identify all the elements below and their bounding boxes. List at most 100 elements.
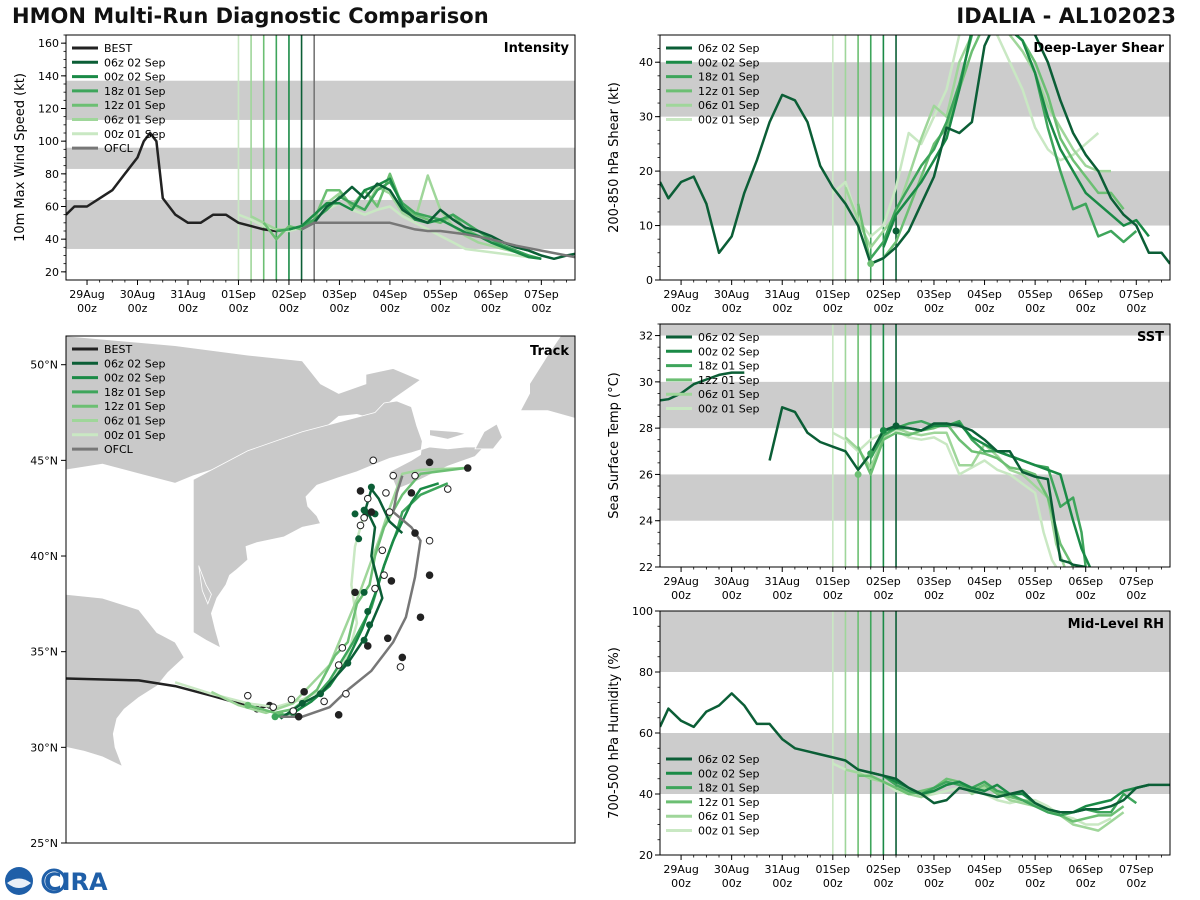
legend-label: 06z 02 Sep (698, 331, 760, 344)
threshold-band (66, 80, 575, 120)
track-time-marker (380, 571, 388, 579)
track-time-marker (407, 489, 416, 497)
plot-background (660, 324, 1170, 567)
init-point-marker (892, 227, 900, 235)
x-tick-hour: 00z (722, 877, 742, 890)
legend-label: 00z 01 Sep (698, 114, 760, 127)
x-tick-date: 06Sep (474, 288, 509, 301)
track-time-marker (289, 707, 298, 715)
y-tick-label: 20 (45, 266, 59, 279)
track-point (360, 588, 368, 596)
x-tick-date: 31Aug (764, 863, 799, 876)
legend-label: 18z 01 Sep (698, 782, 760, 795)
legend-label: 00z 01 Sep (698, 825, 760, 838)
track-point (344, 659, 352, 667)
x-tick-date: 06Sep (1068, 863, 1103, 876)
x-tick-hour: 00z (924, 589, 944, 602)
y-tick-label: 26 (639, 468, 653, 481)
legend-label: 00z 01 Sep (104, 429, 166, 442)
x-tick-hour: 00z (823, 877, 843, 890)
x-tick-hour: 00z (279, 302, 299, 315)
track-time-marker (356, 487, 365, 495)
legend-label: 06z 02 Sep (698, 42, 760, 55)
lat-tick-label: 40°N (30, 550, 58, 563)
track-time-marker (416, 613, 425, 622)
x-tick-date: 03Sep (917, 575, 952, 588)
series-line-run_06z02 (301, 182, 575, 261)
panel-title: Intensity (504, 41, 570, 56)
track-time-marker (367, 508, 376, 516)
x-tick-hour: 00z (1025, 589, 1045, 602)
track-time-marker (371, 584, 379, 593)
sst-panel: 22242628303229Aug00z30Aug00z31Aug00z01Se… (607, 323, 1171, 602)
legend-label: 18z 01 Sep (698, 71, 760, 84)
track-time-marker (387, 577, 396, 585)
track-time-marker (300, 688, 308, 696)
legend-label: 06z 01 Sep (104, 415, 166, 428)
lat-tick-label: 45°N (30, 454, 58, 467)
track-time-marker (363, 642, 372, 650)
series-line-run_06z02 (660, 35, 1170, 265)
track-time-marker (356, 521, 365, 530)
x-tick-date: 02Sep (866, 863, 901, 876)
land-polygon (519, 336, 575, 419)
x-tick-date: 03Sep (322, 288, 357, 301)
track-time-marker (334, 661, 343, 669)
cira-logo: CIRA (5, 867, 108, 896)
x-tick-hour: 00z (430, 302, 450, 315)
track-time-marker (411, 471, 419, 480)
storm-title: IDALIA - AL102023 (956, 4, 1176, 28)
legend-label: 12z 01 Sep (698, 85, 760, 98)
x-tick-date: 05Sep (1018, 863, 1053, 876)
x-tick-hour: 00z (823, 302, 843, 315)
x-tick-hour: 00z (873, 877, 893, 890)
y-tick-label: 10 (639, 220, 653, 233)
track-time-marker (385, 508, 394, 516)
init-point-marker (892, 422, 900, 430)
track-time-marker (463, 464, 472, 472)
track-time-marker (425, 458, 434, 467)
legend-label: 06z 01 Sep (698, 99, 760, 112)
x-tick-date: 07Sep (1119, 863, 1154, 876)
x-tick-hour: 00z (128, 302, 148, 315)
y-tick-label: 0 (646, 274, 653, 287)
legend-label: 06z 02 Sep (698, 753, 760, 766)
track-time-marker (369, 456, 378, 465)
intensity-panel: 2040608010012014016029Aug00z30Aug00z31Au… (13, 34, 576, 315)
x-tick-hour: 00z (1025, 877, 1045, 890)
y-tick-label: 30 (639, 111, 653, 124)
x-tick-hour: 00z (975, 589, 995, 602)
threshold-band (660, 381, 1170, 429)
track-time-marker (398, 653, 407, 662)
x-tick-hour: 00z (823, 589, 843, 602)
x-tick-hour: 00z (772, 302, 792, 315)
init-point-marker (867, 260, 875, 268)
series-line-run_18z01 (869, 35, 1138, 259)
track-time-marker (342, 689, 350, 698)
y-tick-label: 60 (45, 201, 59, 214)
series-line-run_18z01 (869, 419, 1087, 567)
y-axis-label: 700-500 hPa Humidity (%) (607, 647, 622, 819)
legend-label: 12z 01 Sep (104, 99, 166, 112)
lat-tick-label: 30°N (30, 741, 58, 754)
series-line-ofcl (301, 221, 575, 259)
x-tick-date: 04Sep (967, 575, 1002, 588)
y-axis-label: Sea Surface Temp (°C) (607, 372, 622, 519)
x-tick-date: 05Sep (1018, 288, 1053, 301)
y-tick-label: 32 (639, 330, 653, 343)
x-tick-date: 04Sep (967, 288, 1002, 301)
land-polygon (192, 400, 486, 649)
track-time-marker (334, 711, 343, 719)
x-tick-date: 01Sep (815, 575, 850, 588)
track-time-marker (443, 485, 452, 493)
series-line-best (66, 131, 302, 233)
legend-label: 18z 01 Sep (698, 360, 760, 373)
x-tick-date: 30Aug (120, 288, 155, 301)
noaa-bird-icon (7, 878, 31, 888)
panel-title: Mid-Level RH (1068, 617, 1164, 632)
x-tick-date: 06Sep (1068, 575, 1103, 588)
